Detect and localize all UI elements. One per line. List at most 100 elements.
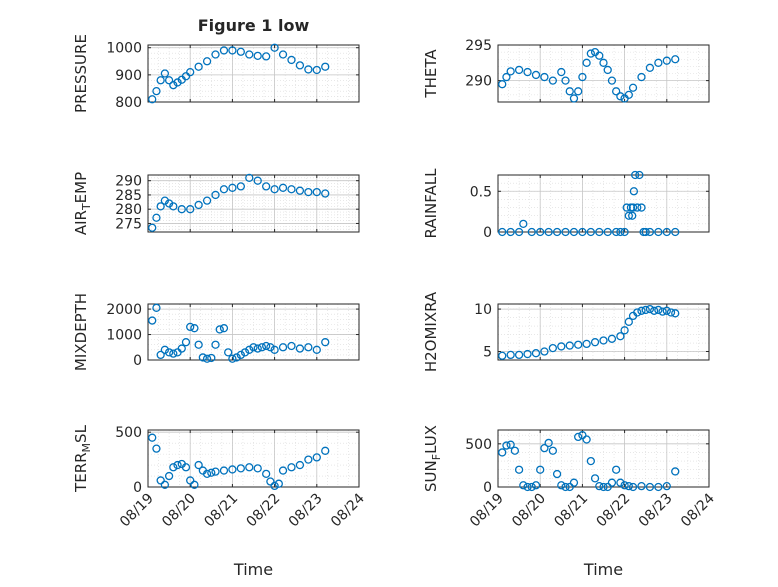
y-axis-label: SUNFLUX [422,425,443,492]
data-point [595,51,604,60]
y-axis-label-main: AIR [72,210,90,235]
y-axis-label-main: RAINFALL [422,168,440,239]
y-axis-label: RAINFALL [422,168,440,239]
data-point [202,57,212,66]
x-tick-label: 08/19 [117,491,157,531]
data-point [628,211,637,220]
data-point [565,482,574,492]
y-tick-label: 290 [465,74,492,90]
data-point [245,173,254,183]
y-axis-label: MIXDEPTH [72,293,90,371]
data-point [287,55,296,65]
axes-box [147,429,360,488]
data-point [561,76,570,85]
y-tick-label: 0 [483,225,492,241]
data-point [211,467,220,476]
data-point [169,202,178,211]
y-tick-label: 2000 [106,302,142,318]
data-point [253,464,262,473]
data-point [514,350,524,360]
data-point [506,227,515,237]
y-axis-label-post: LUX [422,425,440,454]
data-point [540,347,549,356]
data-point [662,227,671,237]
data-point [595,481,604,491]
panel-mixdepth: 0 1000 2000 MIXDEPTH [72,293,360,371]
data-point [574,432,583,442]
data-point [245,50,254,59]
data-point [622,203,631,212]
y-tick-label: 285 [115,188,142,204]
data-point [523,67,532,77]
data-point [552,227,562,237]
data-point [312,453,321,462]
data-point [637,481,646,491]
data-point [586,49,595,58]
data-point [194,62,203,71]
data-point [531,349,541,358]
x-tick-label: 08/24 [678,490,718,530]
data-point [278,466,288,475]
y-axis-label: TERRMSL [72,424,93,493]
data-point [645,63,655,72]
data-point [211,50,220,59]
data-point [287,341,296,351]
data-point [569,94,579,103]
data-point [207,468,216,477]
data-point [628,482,638,492]
data-point [612,87,621,96]
data-point [198,353,208,362]
data-point [164,348,174,357]
data-point [156,350,165,360]
data-point [633,308,642,317]
data-point [194,460,203,470]
data-point [527,227,536,237]
data-point [498,351,507,360]
y-axis-label-main: SUN [422,460,440,492]
data-point [253,176,262,185]
x-tick-label: 08/24 [328,490,368,530]
data-point [219,324,229,333]
data-point [514,65,524,75]
data-point [582,339,591,349]
data-point [654,227,663,237]
data-point [321,446,330,455]
data-point [321,189,330,198]
panel-rainfall: 0 0.5 RAINFALL [422,168,710,241]
y-axis-label-main: TERR [72,452,90,493]
y-axis-label-sub: F [430,454,443,460]
data-point [514,465,524,474]
data-point [671,227,680,237]
data-point [245,345,254,354]
data-point [304,65,313,74]
data-point [565,87,574,96]
x-tick-label: 08/19 [467,491,507,531]
y-tick-label: 800 [115,95,142,111]
data-point [169,463,178,472]
data-point [607,334,617,343]
axes-box [497,44,710,103]
y-tick-label: 900 [115,68,142,84]
data-point [658,307,667,316]
data-point [574,87,583,96]
data-point [645,304,655,314]
panel-pressure: 800 900 1000 PRESSURE [72,34,360,113]
data-point [278,183,288,192]
axes-box [497,429,710,488]
data-point [620,326,629,335]
data-point [219,185,229,194]
axes-box [497,174,710,233]
data-point [641,305,650,315]
data-point [152,444,161,453]
data-point [514,227,524,237]
axes-box [147,303,360,361]
data-point [219,466,229,475]
data-point [148,95,157,104]
data-point [249,343,258,352]
data-point [186,322,195,332]
data-point [160,480,170,489]
y-axis-label-main: PRESSURE [72,34,90,113]
data-point [262,182,271,191]
data-point [173,460,182,470]
